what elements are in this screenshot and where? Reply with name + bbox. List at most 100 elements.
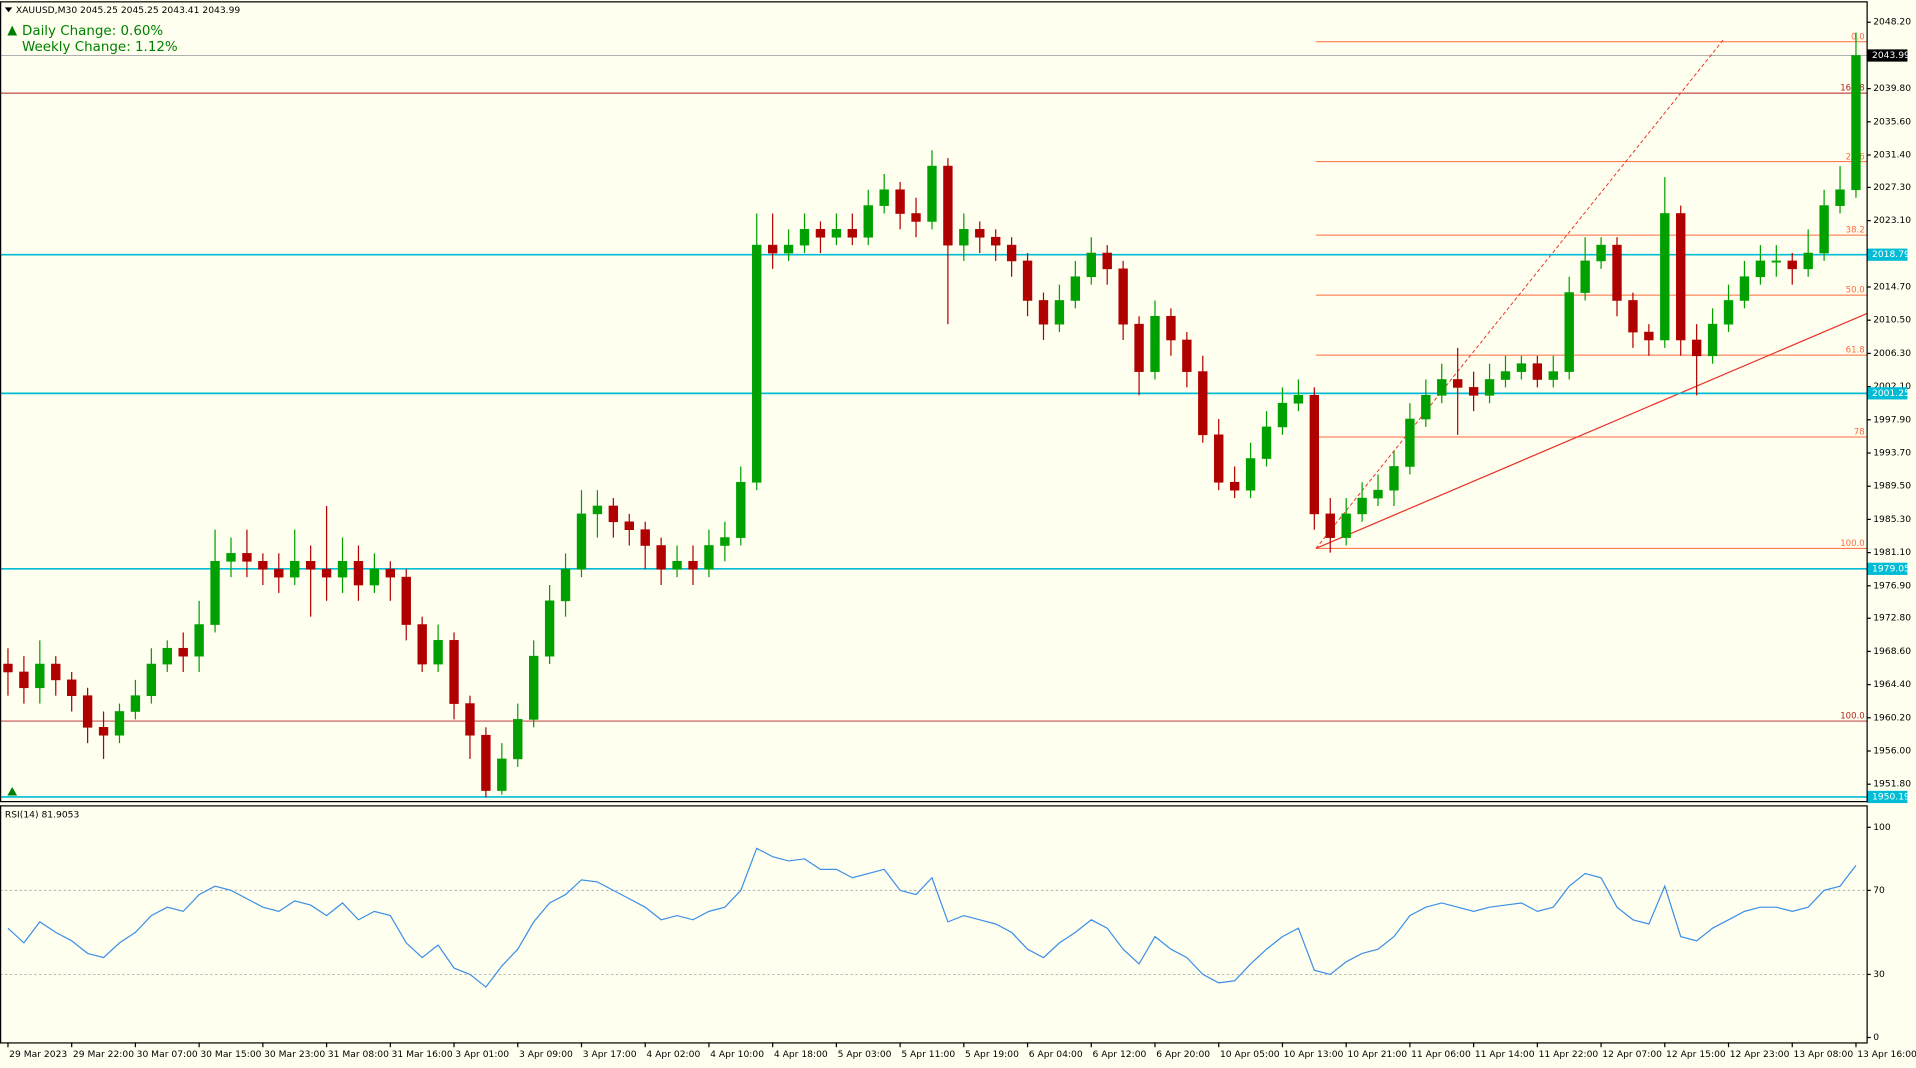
candle-body xyxy=(130,695,141,712)
candle-body xyxy=(656,545,666,570)
candle-body xyxy=(1468,387,1479,396)
candle-body xyxy=(1691,339,1702,357)
candle-body xyxy=(465,703,475,736)
candle-body xyxy=(1293,395,1304,404)
candle-body xyxy=(1628,300,1638,333)
candle-body xyxy=(417,624,427,665)
candle-body xyxy=(688,561,698,570)
candle-body xyxy=(1612,244,1622,301)
candle-body xyxy=(385,568,395,578)
x-tick-label: 3 Apr 17:00 xyxy=(583,1049,637,1060)
candle-body xyxy=(1739,276,1750,301)
x-tick-label: 11 Apr 14:00 xyxy=(1475,1049,1535,1060)
y-tick-label: 2039.80 xyxy=(1873,83,1911,94)
candle-body xyxy=(1245,458,1256,491)
candle-body xyxy=(1389,466,1399,491)
candle-body xyxy=(433,640,443,665)
y-tick-label: 1989.50 xyxy=(1873,481,1911,492)
fibo-label: 78 xyxy=(1854,428,1865,438)
candle-body xyxy=(1532,363,1543,380)
x-tick-label: 30 Mar 15:00 xyxy=(200,1049,261,1060)
x-tick-label: 11 Apr 06:00 xyxy=(1411,1049,1471,1060)
level-tag xyxy=(1867,790,1908,804)
rsi-line xyxy=(7,847,1857,988)
x-tick-label: 29 Mar 2023 xyxy=(9,1049,67,1060)
x-tick-label: 31 Mar 08:00 xyxy=(328,1049,389,1060)
x-tick-label: 31 Mar 16:00 xyxy=(392,1049,453,1060)
candle-body xyxy=(242,553,252,562)
fibo-label: 61.8 xyxy=(1846,346,1865,356)
level-tag xyxy=(1867,248,1908,261)
candle-body xyxy=(1022,260,1033,301)
candle-body xyxy=(1676,213,1686,341)
y-tick-label: 2002.10 xyxy=(1873,381,1911,392)
candle-body xyxy=(1660,213,1670,341)
candle-body xyxy=(1038,300,1049,325)
y-tick-label: 1972.80 xyxy=(1873,613,1911,624)
y-tick-label: 1993.70 xyxy=(1873,448,1911,459)
level-tag-label: 1950.19 xyxy=(1872,791,1910,802)
candle-body xyxy=(1198,371,1208,436)
candle-body xyxy=(1835,189,1845,206)
trend-line xyxy=(1315,312,1868,549)
candle-body xyxy=(401,576,411,625)
candle-body xyxy=(895,189,905,214)
candle-body xyxy=(67,679,77,696)
candle-body xyxy=(162,647,172,665)
candle-body xyxy=(943,165,953,246)
fibo-label: 0.0 xyxy=(1851,32,1865,42)
candle-body xyxy=(1006,244,1017,262)
x-tick-label: 12 Apr 07:00 xyxy=(1602,1049,1662,1060)
candle-body xyxy=(82,695,93,728)
candle-body xyxy=(1229,481,1240,491)
candle-body xyxy=(1596,244,1606,262)
candle-body xyxy=(560,568,571,602)
y-tick-label: 2023.10 xyxy=(1873,215,1911,226)
x-tick-label: 6 Apr 12:00 xyxy=(1093,1049,1147,1060)
candle-body xyxy=(226,553,236,562)
candle-body xyxy=(1102,252,1112,270)
menu-arrow[interactable] xyxy=(4,7,13,13)
candle-body xyxy=(1787,260,1797,270)
candle-body xyxy=(194,624,204,657)
up-arrow xyxy=(7,25,18,36)
candle-body xyxy=(1484,379,1495,396)
y-tick-label: 2027.30 xyxy=(1873,182,1911,193)
candle-body xyxy=(1723,300,1734,325)
candle-body xyxy=(321,568,332,578)
weekly-change: Weekly Change: 1.12% xyxy=(22,40,178,55)
y-tick-label: 2031.40 xyxy=(1873,150,1911,161)
rsi-tick-label: 0 xyxy=(1873,1032,1879,1043)
fibo-label: 100.0 xyxy=(1840,539,1864,549)
candle-body xyxy=(1516,363,1527,372)
candle-body xyxy=(369,568,380,586)
y-tick-label: 2035.60 xyxy=(1873,116,1911,127)
candle-body xyxy=(481,734,491,791)
level-tag xyxy=(1867,562,1908,575)
x-tick-label: 4 Apr 18:00 xyxy=(774,1049,828,1060)
candle-body xyxy=(1261,426,1272,459)
price-frame xyxy=(0,1,1868,803)
candle-body xyxy=(1118,268,1128,325)
axes: 2048.20 2039.80 2035.60 2031.40 2027.30 2023.… xyxy=(7,17,1916,1060)
candle-body xyxy=(863,205,873,238)
candle-body xyxy=(1405,418,1415,467)
candle-body xyxy=(815,229,826,238)
fibo-label: 38.2 xyxy=(1846,226,1865,236)
x-tick-label: 6 Apr 20:00 xyxy=(1156,1049,1210,1060)
candle-body xyxy=(19,671,29,689)
rsi-label: RSI(14) 81.9053 xyxy=(5,810,80,821)
candle-body xyxy=(1182,339,1192,372)
price-tag xyxy=(1867,49,1908,62)
rsi-tick-label: 30 xyxy=(1873,969,1885,980)
x-tick-label: 6 Apr 04:00 xyxy=(1029,1049,1083,1060)
candle-body xyxy=(1707,323,1718,357)
candle-body xyxy=(1453,379,1463,388)
level-tag-label: 2001.25 xyxy=(1872,388,1910,399)
candle-body xyxy=(720,537,730,546)
candle-body xyxy=(1150,315,1160,372)
signal-arrow xyxy=(7,786,18,796)
